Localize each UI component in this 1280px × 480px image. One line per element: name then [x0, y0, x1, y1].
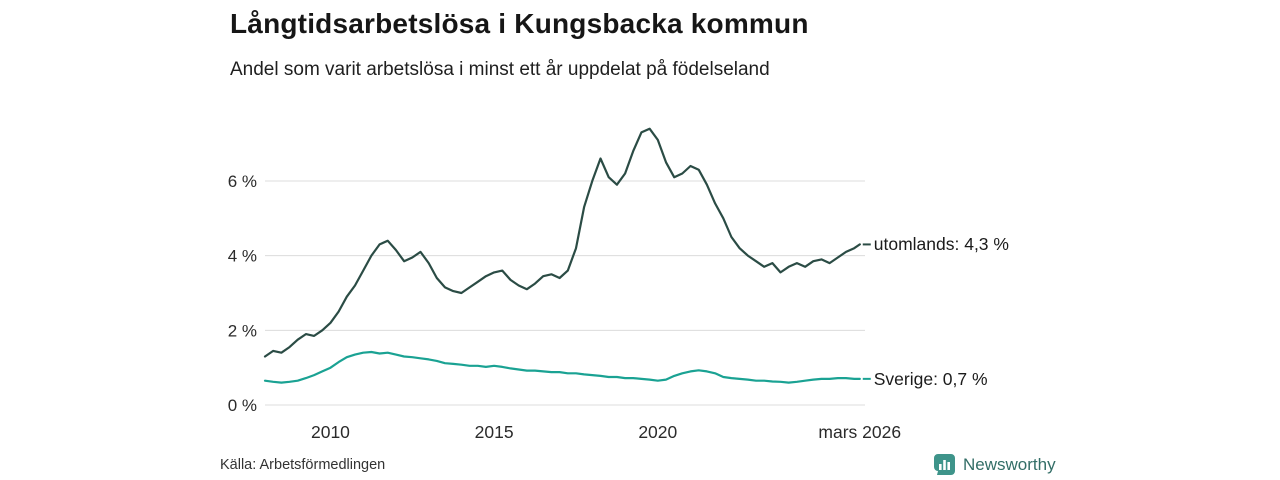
- chart-subtitle: Andel som varit arbetslösa i minst ett å…: [230, 59, 770, 80]
- series-label-utomlands: utomlands: 4,3 %: [873, 234, 1009, 255]
- brand-name: Newsworthy: [963, 454, 1056, 474]
- chart-title: Långtidsarbetslösa i Kungsbacka kommun: [230, 8, 809, 39]
- y-tick-label: 6 %: [228, 172, 257, 191]
- y-tick-label: 0 %: [228, 396, 257, 415]
- series-line-sverige: [263, 350, 861, 384]
- x-tick-label: 2015: [475, 422, 514, 442]
- series-label-sverige: Sverige: 0,7 %: [873, 368, 988, 389]
- y-tick-label: 4 %: [228, 247, 257, 266]
- brand-lockup: Newsworthy: [934, 454, 1056, 475]
- series-line-utomlands: [263, 127, 861, 358]
- source-note: Källa: Arbetsförmedlingen: [220, 457, 386, 473]
- x-tick-label: 2020: [638, 422, 677, 442]
- x-tick-label: mars 2026: [818, 422, 901, 442]
- y-tick-label: 2 %: [228, 321, 257, 340]
- x-tick-label: 2010: [311, 422, 350, 442]
- newsworthy-logo-icon: [934, 454, 955, 475]
